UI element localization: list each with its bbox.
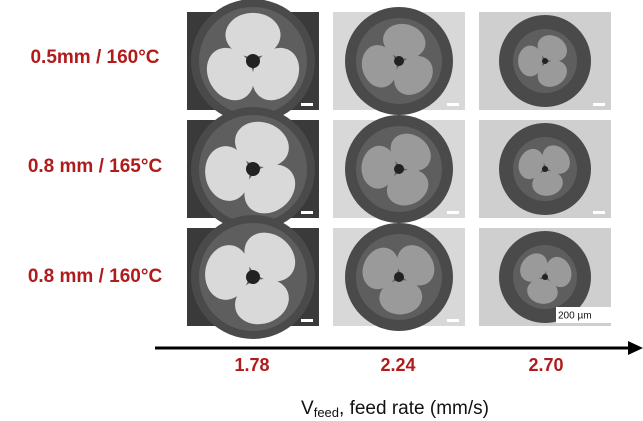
- row-label: 0.8 mm / 165°C: [28, 156, 163, 177]
- column-label: 1.78: [234, 355, 269, 375]
- hole: [542, 145, 570, 174]
- fiber-core: [542, 58, 548, 64]
- column-label: 2.70: [528, 355, 563, 375]
- fiber-core: [394, 272, 404, 282]
- row-label: 0.5mm / 160°C: [30, 47, 159, 68]
- micrograph: [333, 7, 465, 115]
- scale-bar: [301, 103, 313, 106]
- axis-arrow-head: [628, 341, 643, 355]
- hole: [362, 247, 399, 290]
- hole: [518, 45, 543, 77]
- hole: [393, 55, 433, 95]
- hole: [235, 278, 289, 325]
- hole: [244, 232, 296, 282]
- hole: [235, 121, 289, 168]
- column-label: 2.24: [380, 355, 415, 375]
- scale-bar: [593, 103, 605, 106]
- fiber-core: [246, 54, 260, 68]
- hole: [206, 47, 254, 101]
- hole: [532, 170, 563, 196]
- axis-label: Vfeed, feed rate (mm/s): [301, 398, 489, 420]
- scale-label: 200 µm: [558, 311, 592, 322]
- fiber-core: [542, 166, 548, 172]
- scale-box: [556, 307, 614, 323]
- micrograph: [333, 223, 465, 331]
- hole: [537, 35, 568, 62]
- hole: [390, 133, 431, 171]
- fiber-core: [542, 274, 548, 280]
- hole: [225, 12, 281, 57]
- micrograph: [333, 115, 465, 223]
- scale-bar: [447, 319, 459, 322]
- micrograph: [479, 120, 611, 218]
- hole: [386, 169, 429, 206]
- hole: [205, 146, 250, 201]
- hole: [361, 145, 396, 189]
- scale-bar: [593, 211, 605, 214]
- axis-label-main: V: [301, 398, 314, 419]
- scale-bar: [301, 319, 313, 322]
- hole: [527, 278, 558, 304]
- micrograph: [479, 12, 611, 110]
- hole: [537, 60, 568, 87]
- fiber-core: [246, 162, 260, 176]
- scale-bar: [447, 103, 459, 106]
- axis-label-rest: , feed rate (mm/s): [339, 398, 489, 419]
- hole: [252, 47, 300, 101]
- axis-label-subscript: feed: [314, 405, 339, 420]
- hole: [244, 164, 296, 214]
- hole: [205, 245, 250, 300]
- fiber-core: [394, 56, 404, 66]
- fiber-core: [394, 164, 404, 174]
- micrograph-grid: [187, 0, 611, 339]
- hole: [361, 45, 397, 88]
- micrograph: [187, 0, 319, 123]
- scale-bar: [301, 211, 313, 214]
- hole: [397, 245, 435, 286]
- hole: [520, 253, 548, 282]
- hole: [379, 280, 423, 315]
- fiber-core: [246, 270, 260, 284]
- hole: [546, 256, 572, 288]
- micrograph: [187, 107, 319, 231]
- hole: [383, 23, 426, 59]
- micrograph: [187, 215, 319, 339]
- scale-bar: [447, 211, 459, 214]
- hole: [518, 148, 544, 180]
- row-label: 0.8 mm / 160°C: [28, 266, 163, 287]
